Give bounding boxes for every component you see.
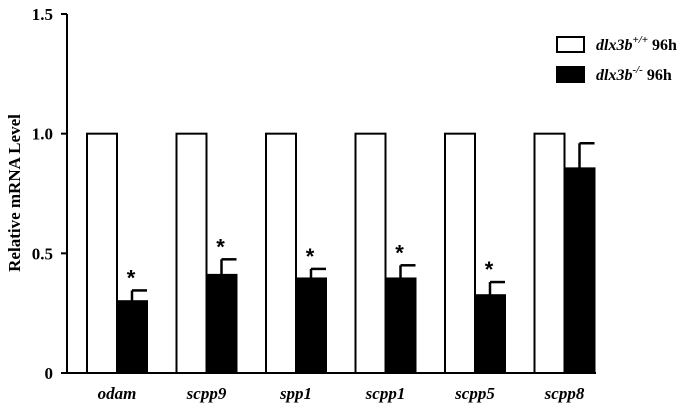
bar-mut-scpp8 [563, 167, 596, 374]
significance-spp1: * [306, 244, 315, 269]
x-tick-label-odam: odam [98, 384, 137, 403]
labels: 0 0.5 1.0 1.5 * odam * scpp9 * spp1 * scpp1 * scpp5 sc… [32, 5, 585, 403]
x-tick-label-scpp5: scpp5 [454, 384, 495, 403]
bar-wt-scpp8 [533, 132, 566, 374]
axes [61, 13, 596, 374]
x-tick-label-scpp1: scpp1 [365, 384, 406, 403]
significance-scpp9: * [216, 234, 225, 259]
bar-wt-scpp1 [354, 132, 387, 374]
legend-label-1: dlx3b-/- 96h [596, 64, 672, 84]
y-tick-label-3: 1.5 [32, 5, 53, 24]
y-axis-title: Relative mRNA Level [5, 114, 24, 272]
bar-wt-odam [86, 132, 118, 374]
legend-swatch-0 [556, 36, 585, 53]
significance-scpp1: * [395, 240, 404, 265]
legend-swatch-1 [556, 66, 585, 83]
bar-mut-spp1 [295, 277, 327, 375]
legend: dlx3b+/+ 96h dlx3b-/- 96h [556, 34, 677, 84]
x-tick-label-scpp9: scpp9 [186, 384, 227, 403]
x-tick-label-spp1: spp1 [279, 384, 312, 403]
legend-label-0: dlx3b+/+ 96h [596, 34, 677, 54]
bar-mut-scpp5 [474, 294, 506, 375]
y-tick-label-2: 1.0 [32, 125, 53, 144]
bar-mut-scpp1 [384, 277, 417, 375]
bar-mut-scpp9 [205, 273, 238, 374]
significance-scpp5: * [485, 257, 494, 282]
bar-mut-odam [116, 300, 148, 375]
significance-odam: * [127, 265, 136, 290]
bar-wt-spp1 [265, 132, 297, 374]
x-tick-label-scpp8: scpp8 [544, 384, 585, 403]
y-tick-label-1: 0.5 [32, 244, 53, 263]
bar-wt-scpp5 [444, 132, 476, 374]
bar-wt-scpp9 [175, 132, 208, 374]
bars [86, 132, 596, 375]
y-tick-label-0: 0 [45, 364, 54, 383]
